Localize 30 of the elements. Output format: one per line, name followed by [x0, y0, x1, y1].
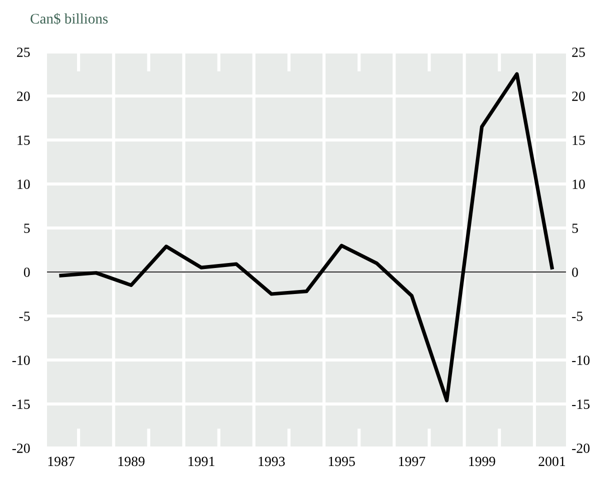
y2-tick-label: -20: [572, 444, 590, 453]
x-tick-label: 1995: [328, 456, 355, 466]
y-tick-label: 0: [24, 268, 30, 277]
y2-tick-label: 5: [572, 224, 578, 233]
y-axis-title: Can$ billions: [30, 12, 108, 25]
x-tick-label: 1997: [399, 456, 426, 466]
x-tick-label: 1993: [258, 456, 285, 466]
y2-tick-label: -15: [572, 400, 590, 409]
y-tick-label: 10: [18, 180, 30, 189]
y-tick-label: -15: [12, 400, 30, 409]
y-tick-label: -10: [12, 356, 30, 365]
y2-tick-label: 15: [572, 136, 585, 145]
y2-tick-label: 20: [572, 92, 585, 101]
y2-tick-label: 10: [572, 180, 585, 189]
y-tick-label: 15: [18, 136, 30, 145]
y-tick-label: -20: [12, 444, 30, 453]
y-tick-label: 25: [17, 48, 30, 57]
x-tick-label: 1987: [48, 456, 75, 466]
y-tick-label: 5: [24, 224, 30, 233]
y-tick-label: -5: [19, 312, 30, 321]
x-tick-label: 1989: [118, 456, 144, 466]
y2-tick-label: 25: [572, 48, 585, 57]
x-tick-label: 2001: [538, 456, 566, 466]
x-tick-label: 1999: [469, 456, 496, 466]
y2-tick-label: -10: [572, 356, 590, 365]
y2-tick-label: -5: [572, 312, 583, 321]
line-series: [59, 72, 554, 402]
x-tick-label: 1991: [188, 456, 214, 466]
y2-tick-label: 0: [572, 268, 578, 277]
y-tick-label: 20: [17, 92, 30, 101]
